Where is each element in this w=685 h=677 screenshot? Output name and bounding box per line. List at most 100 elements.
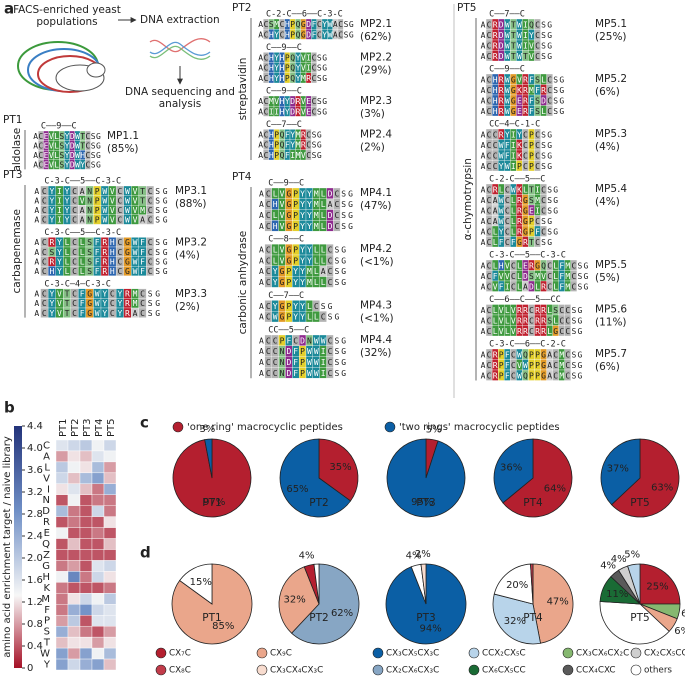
pie-label: 64% [544, 483, 566, 494]
pie-slice [532, 563, 574, 644]
pie-label: 3% [199, 424, 215, 435]
pie-label: 32% [504, 616, 526, 627]
row-label: E [44, 528, 50, 539]
motif-pattern: C-3-C——5——C-3-C [44, 228, 121, 238]
colorbar-tick-label: 2.8 [27, 509, 43, 520]
sequence: ACLHVCLERGQCLFMCSG [481, 261, 589, 270]
heatmap-cell [55, 625, 69, 638]
colorbar-tick-label: 0 [27, 663, 33, 674]
heatmap-cell [55, 538, 69, 550]
motif-frequency: (62%) [360, 31, 392, 43]
heatmap-cell [91, 472, 105, 485]
heatmap-cell [55, 505, 69, 517]
row-label: H [42, 572, 50, 583]
heatmap-cell [79, 461, 93, 474]
sequence: ACHRWGKRMFRCSG [481, 85, 565, 94]
heatmap-cell [91, 516, 105, 528]
sequence: ACHYHPQYVICSG [258, 63, 327, 72]
heatmap-cell [67, 658, 81, 671]
heatmap-cell [55, 636, 69, 649]
heatmap-cell [103, 582, 117, 594]
residue-box [146, 214, 155, 225]
heatmap-cell [103, 658, 117, 671]
motif-frequency: (6%) [595, 86, 620, 98]
motif-pattern: C——9——C [266, 43, 302, 53]
sequence: ACCYWIPCPCSG [481, 161, 553, 170]
pie-label: 15% [190, 577, 212, 588]
heatmap-cell [103, 593, 117, 605]
motif-frequency: (<1%) [360, 256, 394, 268]
motif-id: MP5.6 [595, 304, 627, 316]
legend-swatch [172, 421, 184, 433]
legend-label: CX₇C [169, 649, 191, 659]
heatmap-cell [91, 483, 105, 495]
legend-label: others [644, 666, 672, 676]
pie-slice [611, 438, 680, 518]
target-name: carbapenemase [11, 209, 23, 293]
heatmap-cell [103, 461, 117, 474]
heatmap-cell [103, 549, 117, 561]
row-label: S [44, 627, 50, 638]
heatmap-cell [67, 527, 81, 539]
row-label: R [43, 517, 50, 528]
heatmap-cell [79, 658, 93, 671]
legend-label: CCX₂CX₅C [482, 649, 526, 659]
motif-frequency: (4%) [595, 196, 620, 208]
motif-pattern: C——8——C [268, 235, 304, 245]
heatmap-cell [79, 549, 93, 561]
heatmap-cell [79, 472, 93, 485]
heatmap-cell [55, 615, 69, 627]
motif-frequency: (4%) [175, 249, 200, 261]
residue-box [337, 29, 344, 40]
pie-slice [291, 563, 360, 645]
heatmap-cell [91, 604, 105, 616]
sequence: ACHPQFYMRCSG [258, 140, 322, 149]
legend-swatch [372, 664, 384, 676]
motif-frequency: (6%) [595, 361, 620, 373]
residue-box [534, 50, 541, 62]
heatmap-cell [103, 472, 117, 485]
heatmap-cell [91, 636, 105, 649]
sequence: ACLYCLRGPFCSG [481, 227, 559, 236]
heatmap-cell [91, 582, 105, 594]
colorbar-tick-label: 4.4 [27, 421, 43, 432]
sequence: ACHRWGVRFSLCSG [481, 75, 565, 84]
group-name: PT3 [3, 169, 22, 181]
group-name: PT4 [232, 171, 252, 183]
heatmap-cell [91, 571, 105, 583]
heatmap-cell [91, 461, 105, 474]
heatmap-cell [55, 527, 69, 539]
heatmap-cell [103, 527, 117, 539]
sequence: ACVFICLADLRCLFMCSG [481, 282, 589, 291]
heatmap-cell [79, 625, 93, 638]
heatmap-cell [55, 494, 69, 506]
motif-id: MP5.7 [595, 348, 627, 360]
residue-box [85, 159, 91, 170]
motif-id: MP1.1 [107, 130, 139, 142]
sequence: ACEVLSYDWTCSG [33, 131, 101, 140]
pie-label: 11% [606, 589, 628, 600]
colorbar-tick-label: 4.0 [27, 443, 43, 454]
heatmap-cell [91, 439, 105, 452]
panel-label: d [140, 544, 151, 562]
heatmap-cell [55, 647, 69, 660]
heatmap-cell [67, 582, 81, 594]
heatmap-cell [103, 439, 117, 452]
pie-slice [639, 563, 681, 605]
pie-name: PT3 [416, 497, 435, 509]
heatmap-cell [79, 494, 93, 506]
heatmap-cell [79, 593, 93, 605]
colorbar-tick-label: 1.6 [27, 575, 43, 586]
motif-id: MP4.2 [360, 243, 392, 255]
sequence: ACHYCHPQGDFCYWACSG [258, 30, 354, 39]
row-label: M [41, 594, 50, 605]
pie-name: PT5 [630, 612, 649, 624]
motif-frequency: (29%) [360, 64, 392, 76]
column-label: PT1 [58, 418, 69, 437]
row-label: K [43, 583, 50, 594]
